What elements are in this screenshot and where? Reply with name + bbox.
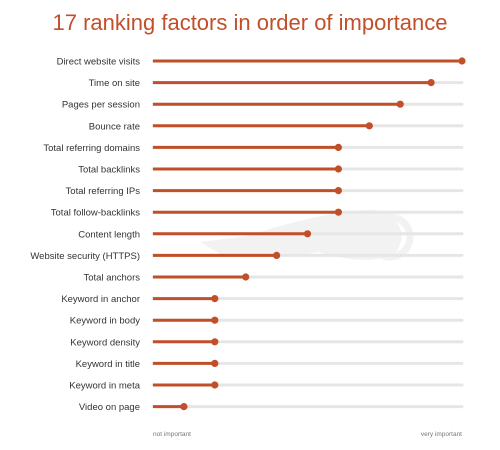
category-label: Total backlinks — [78, 165, 140, 176]
chart-title: 17 ranking factors in order of importanc… — [52, 10, 448, 35]
category-label: Content length — [78, 229, 140, 240]
category-label: Total anchors — [83, 273, 140, 284]
bar-end-dot — [273, 251, 281, 259]
category-label: Total referring domains — [43, 143, 140, 154]
category-label: Website security (HTTPS) — [30, 251, 140, 262]
category-label: Keyword in title — [76, 359, 140, 370]
x-axis-max-label: very important — [421, 431, 462, 438]
bar-end-dot — [211, 359, 219, 367]
category-label: Time on site — [89, 78, 140, 89]
category-label: Keyword density — [70, 337, 140, 348]
category-label: Keyword in meta — [69, 381, 140, 392]
bar-end-dot — [334, 143, 342, 151]
bar-end-dot — [211, 316, 219, 324]
x-axis-min-label: not important — [153, 431, 191, 438]
bar-end-dot — [334, 187, 342, 195]
category-label: Keyword in anchor — [61, 294, 140, 305]
category-label: Direct website visits — [57, 57, 141, 68]
category-label: Keyword in body — [70, 316, 140, 327]
bar-end-dot — [458, 57, 466, 65]
bar-end-dot — [211, 381, 219, 389]
bar-end-dot — [303, 230, 312, 238]
category-label: Total referring IPs — [66, 186, 141, 197]
bar-end-dot — [211, 295, 219, 303]
bar-end-dot — [211, 338, 219, 346]
bar-end-dot — [365, 122, 373, 130]
bar-end-dot — [334, 208, 342, 216]
category-label: Video on page — [79, 402, 140, 413]
bar-end-dot — [396, 100, 404, 108]
bar-end-dot — [242, 273, 250, 281]
bar-end-dot — [180, 403, 188, 411]
bar-end-dot — [427, 79, 435, 87]
bar-end-dot — [334, 165, 342, 173]
category-label: Total follow-backlinks — [51, 208, 140, 219]
category-label: Pages per session — [62, 100, 140, 111]
category-label: Bounce rate — [89, 121, 140, 132]
